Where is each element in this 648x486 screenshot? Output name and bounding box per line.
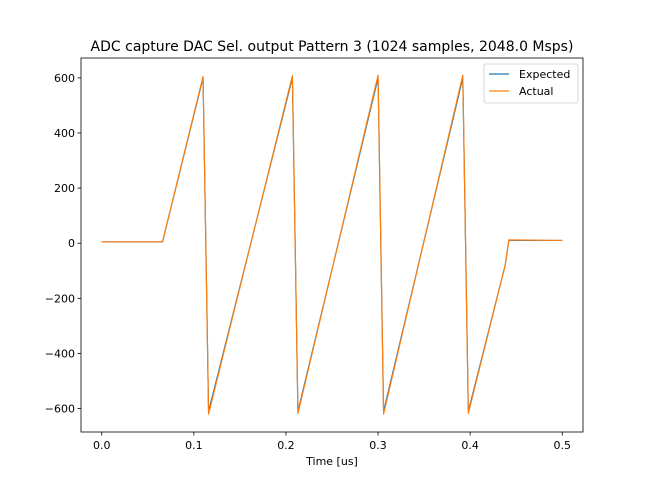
plot-background bbox=[81, 58, 583, 432]
x-tick-label: 0.1 bbox=[185, 439, 203, 452]
x-tick-label: 0.4 bbox=[461, 439, 479, 452]
legend-label-expected: Expected bbox=[519, 68, 570, 81]
axes-frame bbox=[80, 57, 584, 433]
x-tick-label: 0.2 bbox=[277, 439, 295, 452]
x-tick-label: 0.3 bbox=[369, 439, 387, 452]
y-tick-label: −400 bbox=[45, 347, 75, 360]
y-tick-label: −600 bbox=[45, 403, 75, 416]
legend-label-actual: Actual bbox=[519, 85, 553, 98]
x-axis-label: Time [us] bbox=[305, 455, 358, 468]
plot-area bbox=[80, 57, 584, 433]
series-layer bbox=[101, 74, 563, 415]
y-tick-label: 400 bbox=[54, 127, 75, 140]
chart-title: ADC capture DAC Sel. output Pattern 3 (1… bbox=[91, 39, 574, 55]
series-line-actual bbox=[101, 74, 563, 415]
x-tick-label: 0.5 bbox=[554, 439, 572, 452]
y-tick-label: 200 bbox=[54, 182, 75, 195]
x-tick-label: 0.0 bbox=[93, 439, 111, 452]
legend: Expected Actual bbox=[483, 63, 579, 104]
y-tick-label: −200 bbox=[45, 292, 75, 305]
y-axis: −600 −400 −200 0 200 400 600 bbox=[45, 72, 81, 416]
x-axis: 0.0 0.1 0.2 0.3 0.4 0.5 bbox=[93, 432, 571, 452]
y-tick-label: 600 bbox=[54, 72, 75, 85]
y-tick-label: 0 bbox=[68, 237, 75, 250]
